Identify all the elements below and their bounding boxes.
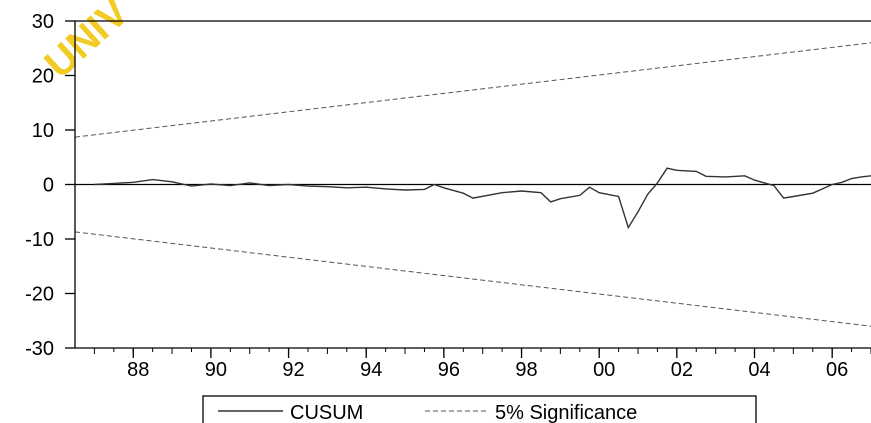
legend-label-cusum: CUSUM [290, 402, 363, 423]
series-line-cusum [94, 167, 871, 230]
y-tick-label: -20 [25, 284, 54, 306]
legend-label-significance: 5% Significance [495, 402, 637, 423]
y-tick-label: -30 [25, 338, 54, 360]
x-tick-label: 00 [593, 359, 615, 381]
x-tick-label: 96 [438, 359, 460, 381]
x-tick-label: 02 [671, 359, 693, 381]
plot-marks [74, 42, 871, 327]
legend: CUSUM 5% Significance [202, 395, 757, 423]
x-tick-label: 92 [282, 359, 304, 381]
x-tick-label: 88 [127, 359, 149, 381]
axes: 30 20 10 0 -10 -20 -30 88 90 92 94 96 98 00 02 04 06 [25, 11, 871, 381]
x-tick-label: 04 [748, 359, 770, 381]
y-tick-label: 0 [43, 175, 54, 197]
series-line-significance-lower [74, 231, 871, 327]
x-tick-label: 06 [826, 359, 848, 381]
x-tick-label: 98 [515, 359, 537, 381]
y-tick-label: -10 [25, 229, 54, 251]
x-tick-label: 90 [205, 359, 227, 381]
series-line-significance-upper [74, 42, 871, 138]
legend-box [202, 395, 757, 423]
y-tick-label: 10 [32, 120, 54, 142]
y-tick-label: 30 [32, 11, 54, 33]
y-tick-label: 20 [32, 66, 54, 88]
x-tick-label: 94 [360, 359, 382, 381]
